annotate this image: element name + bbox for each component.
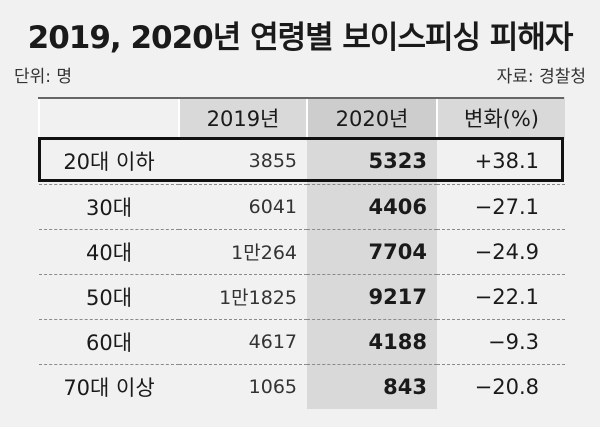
change-cell: −24.9	[437, 229, 565, 275]
value-2020-cell: 9217	[307, 274, 437, 320]
page-title: 2019, 2020년 연령별 보이스피싱 피해자	[27, 20, 574, 56]
value-2020-cell: 843	[307, 364, 437, 409]
value-2019-cell: 4617	[179, 319, 307, 365]
header-age	[38, 97, 179, 139]
value-2019-cell: 3855	[179, 139, 307, 185]
change-cell: −9.3	[437, 319, 565, 365]
table-row: 40대 1만264 7704 −24.9	[39, 229, 565, 275]
table-top-rule	[38, 97, 564, 99]
change-cell: −27.1	[437, 184, 565, 230]
change-cell: −20.8	[474, 374, 539, 399]
unit-label: 단위: 명	[14, 67, 73, 87]
value-2020-cell: 4406	[307, 184, 437, 230]
value-2019-cell: 6041	[179, 184, 307, 230]
change-cell: −22.1	[437, 274, 565, 320]
value-2019-cell: 1065	[248, 375, 297, 398]
value-2019-cell: 1만264	[179, 229, 307, 275]
table-body: 20대 이하 3855 5323 +38.1 30대 6041 4406 −27.1 40대 1만…	[39, 139, 565, 409]
data-table: 2019년 2020년 변화(%) 20대 이하 3855 5323 +38.1 30대…	[38, 97, 565, 409]
table-row: 30대 6041 4406 −27.1	[39, 184, 565, 230]
age-cell: 30대	[39, 184, 179, 230]
value-2019-cell: 1만1825	[179, 274, 307, 320]
header-change: 변화(%)	[436, 97, 565, 139]
table-row: 50대 1만1825 9217 −22.1	[39, 274, 565, 320]
source-label: 자료: 경찰청	[496, 67, 586, 87]
header-2020: 2020년	[306, 97, 437, 139]
change-cell: +38.1	[437, 139, 565, 185]
age-cell: 60대	[39, 319, 179, 365]
table-row: 20대 이하 3855 5323 +38.1	[39, 139, 565, 185]
value-2020-cell: 4188	[307, 319, 437, 365]
age-cell: 40대	[39, 229, 179, 275]
age-cell: 70대 이상	[63, 375, 155, 400]
header-2019: 2019년	[178, 97, 307, 139]
table-row: 70대 이상 1065 843 −20.8	[39, 364, 565, 409]
value-2020-cell: 7704	[307, 229, 437, 275]
value-2020-cell: 5323	[307, 139, 437, 185]
table-header-row: 2019년 2020년 변화(%)	[38, 97, 565, 139]
age-cell: 50대	[39, 274, 179, 320]
age-cell: 20대 이하	[39, 139, 179, 185]
table-row: 60대 4617 4188 −9.3	[39, 319, 565, 365]
